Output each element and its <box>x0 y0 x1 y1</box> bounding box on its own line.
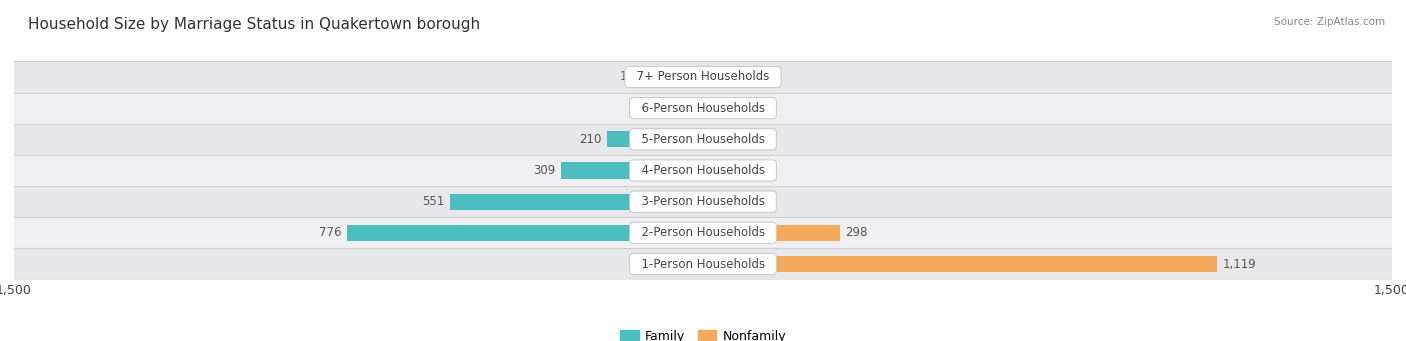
Legend: Family, Nonfamily: Family, Nonfamily <box>620 330 786 341</box>
Bar <box>14 186 1392 217</box>
Text: 1: 1 <box>709 71 717 84</box>
Text: Source: ZipAtlas.com: Source: ZipAtlas.com <box>1274 17 1385 27</box>
Bar <box>703 100 707 116</box>
Text: 210: 210 <box>579 133 600 146</box>
Text: 4: 4 <box>710 195 718 208</box>
Bar <box>347 225 703 241</box>
Text: 7+ Person Households: 7+ Person Households <box>628 71 778 84</box>
Text: 309: 309 <box>533 164 555 177</box>
Bar <box>14 155 1392 186</box>
Text: 1,119: 1,119 <box>1222 257 1256 270</box>
Text: 2-Person Households: 2-Person Households <box>634 226 772 239</box>
Bar <box>561 162 703 179</box>
Bar <box>703 225 839 241</box>
Bar <box>703 194 704 210</box>
Text: 0: 0 <box>713 133 720 146</box>
Text: 776: 776 <box>319 226 342 239</box>
Text: 20: 20 <box>717 164 733 177</box>
Bar <box>14 92 1392 124</box>
Text: 9: 9 <box>713 102 720 115</box>
Text: 298: 298 <box>845 226 868 239</box>
Text: Household Size by Marriage Status in Quakertown borough: Household Size by Marriage Status in Qua… <box>28 17 481 32</box>
Bar <box>606 131 703 147</box>
Bar <box>14 217 1392 249</box>
Text: 3-Person Households: 3-Person Households <box>634 195 772 208</box>
Bar <box>14 61 1392 92</box>
Bar <box>14 124 1392 155</box>
Bar <box>647 69 703 85</box>
Text: 121: 121 <box>620 71 643 84</box>
Bar <box>14 249 1392 280</box>
Text: 1-Person Households: 1-Person Households <box>634 257 772 270</box>
Text: 92: 92 <box>640 102 655 115</box>
Text: 4-Person Households: 4-Person Households <box>634 164 772 177</box>
Bar <box>703 256 1218 272</box>
Bar <box>450 194 703 210</box>
Text: 5-Person Households: 5-Person Households <box>634 133 772 146</box>
Bar <box>661 100 703 116</box>
Text: 551: 551 <box>422 195 444 208</box>
Bar <box>703 162 713 179</box>
Text: 6-Person Households: 6-Person Households <box>634 102 772 115</box>
